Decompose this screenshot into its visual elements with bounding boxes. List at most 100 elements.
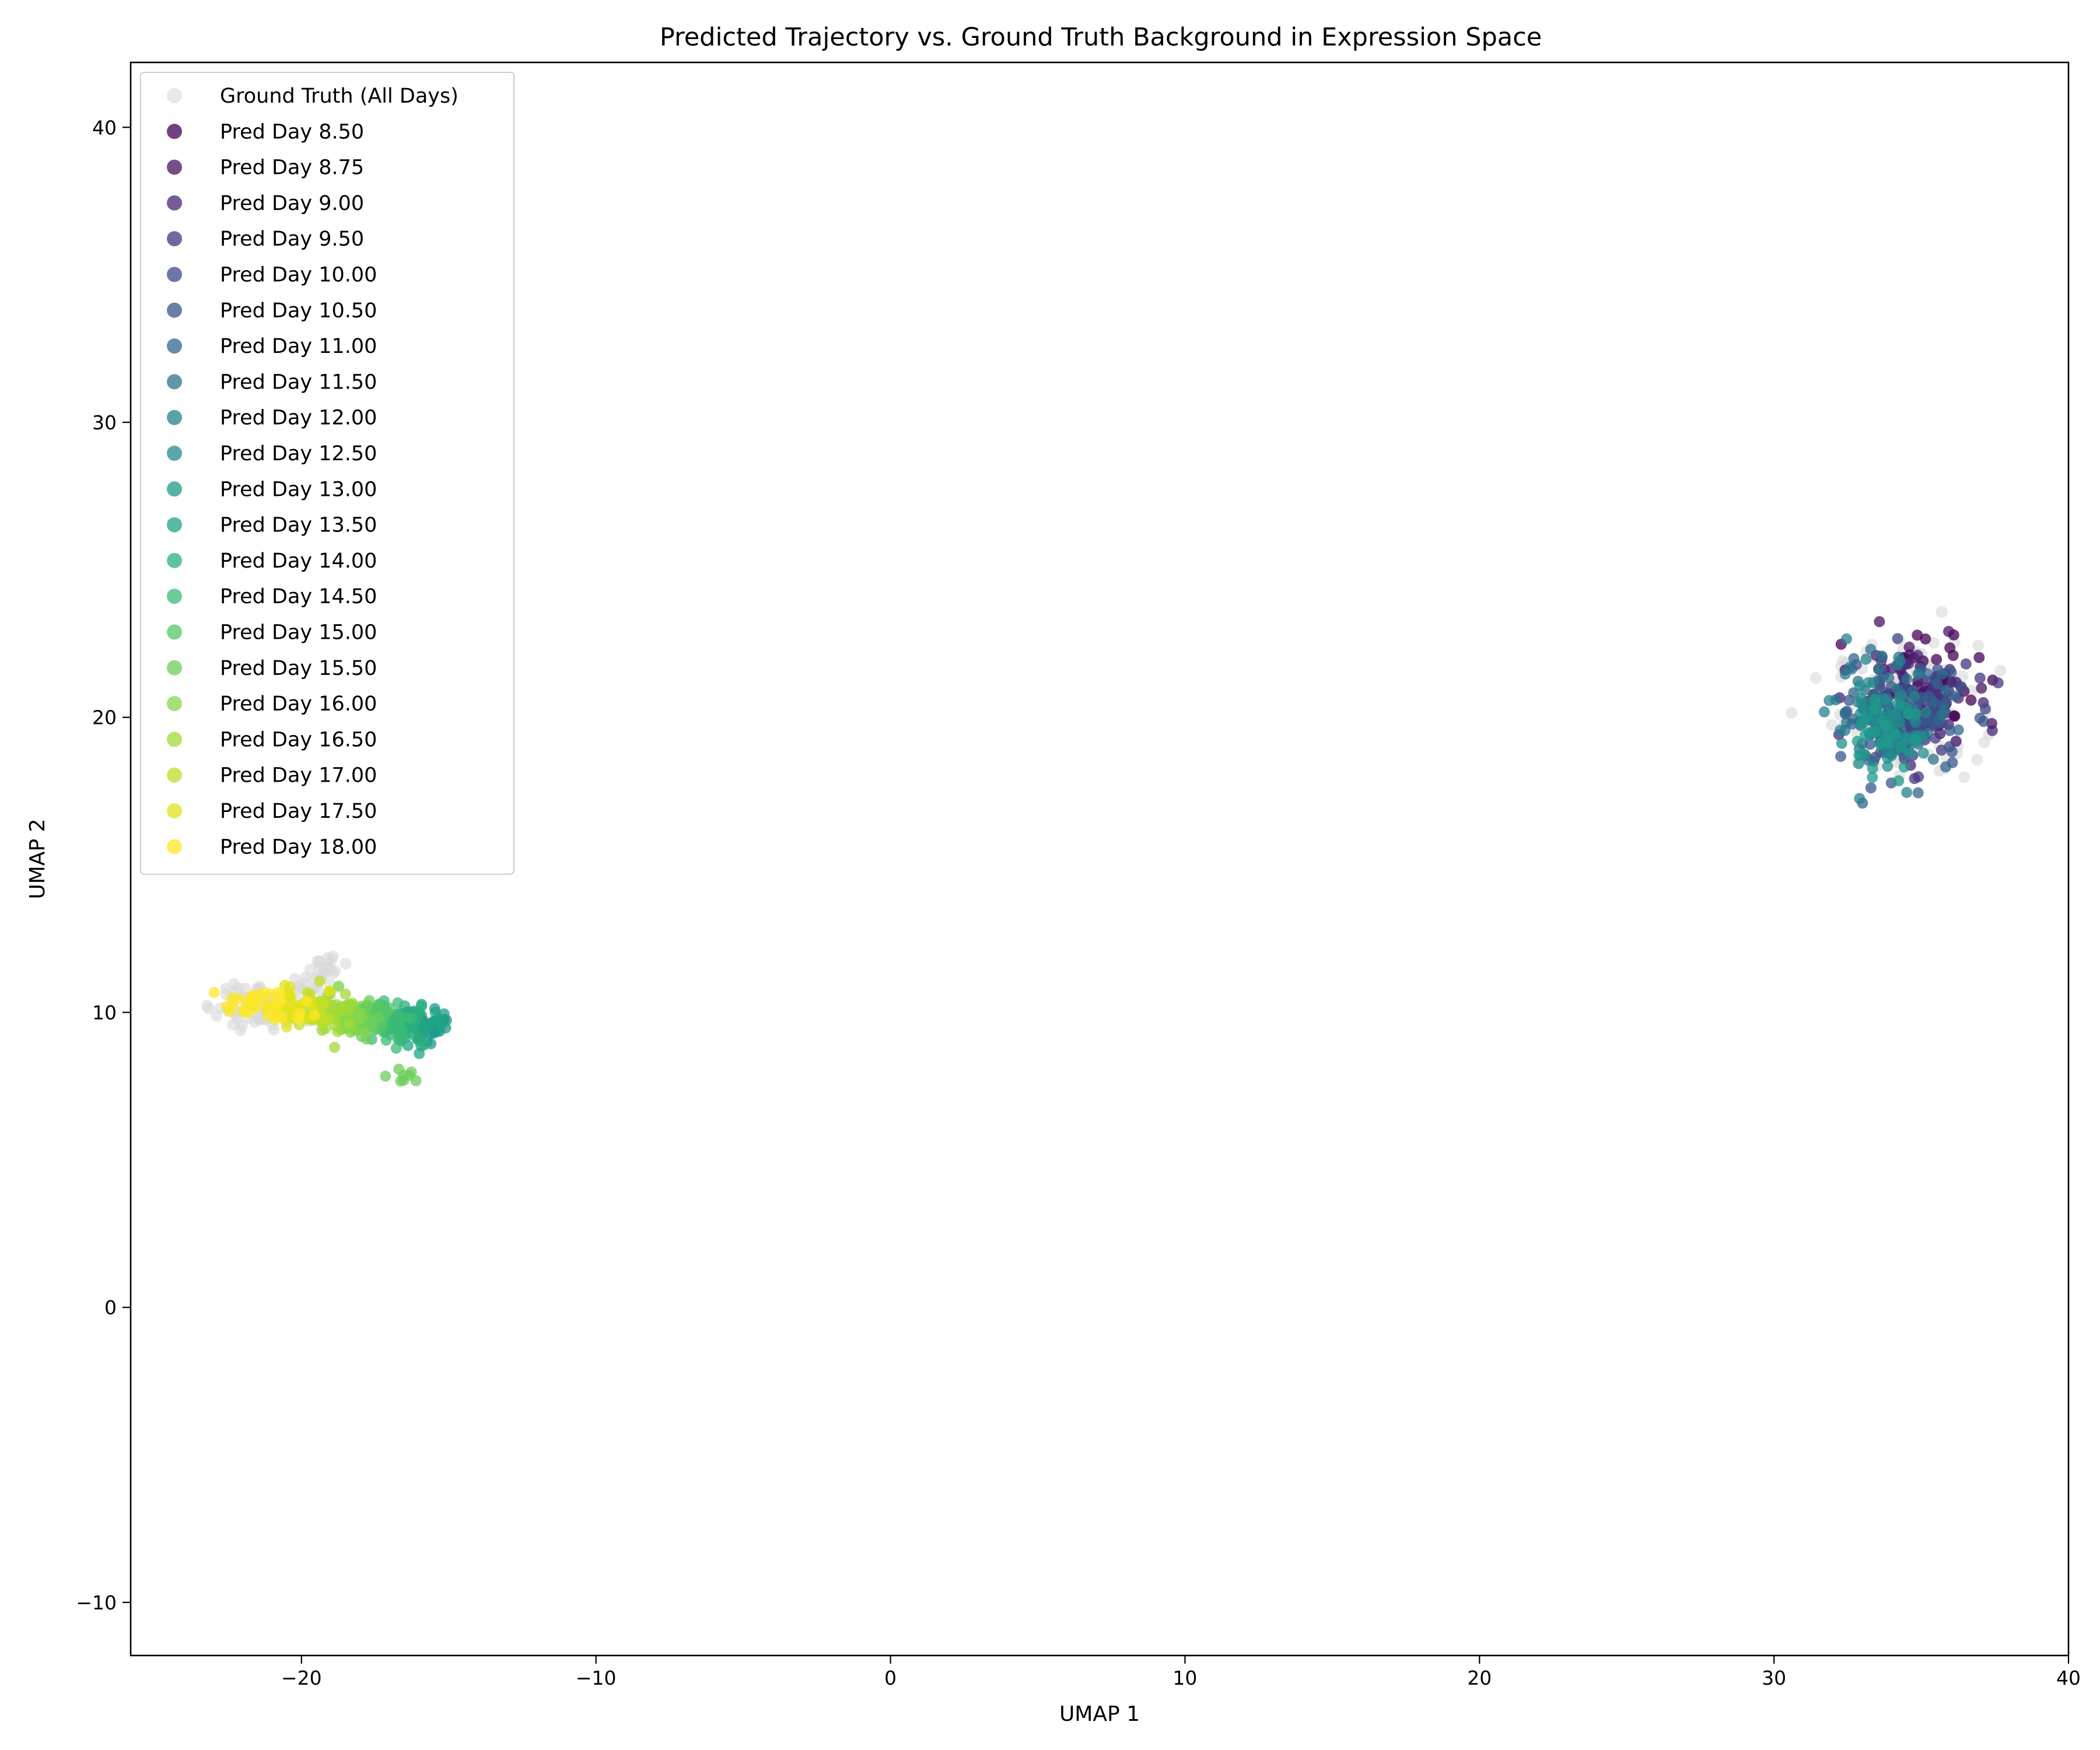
legend-label: Ground Truth (All Days)	[220, 85, 459, 108]
pred-point	[340, 988, 351, 1000]
pred-point	[1960, 658, 1972, 670]
legend-marker	[167, 839, 182, 855]
y-axis-label: UMAP 2	[26, 818, 50, 899]
x-axis: −20 −10 0 10 20 30 40	[281, 1656, 2081, 1689]
pred-point	[1869, 694, 1881, 705]
legend-marker	[167, 338, 182, 354]
pred-point	[1965, 694, 1977, 706]
legend-label: Pred Day 14.50	[220, 585, 377, 608]
legend-marker	[167, 660, 182, 676]
pred-point	[1835, 724, 1846, 736]
pred-point	[414, 1048, 425, 1059]
y-tick-label: 40	[92, 116, 117, 139]
pred-point	[1912, 668, 1924, 680]
pred-point	[1841, 633, 1852, 645]
pred-point	[1949, 710, 1961, 722]
pred-point	[1873, 663, 1885, 674]
legend-label: Pred Day 14.00	[220, 550, 377, 573]
pred-point	[1917, 747, 1929, 759]
pred-point	[343, 1018, 355, 1030]
pred-point	[1853, 758, 1864, 769]
pred-point	[1901, 673, 1913, 685]
legend-label: Pred Day 8.50	[220, 120, 364, 144]
x-axis-label: UMAP 1	[1059, 1702, 1140, 1726]
pred-point	[302, 987, 313, 998]
pred-point	[1913, 771, 1924, 783]
ground-truth-point	[202, 1002, 215, 1014]
legend-label: Pred Day 16.00	[220, 692, 377, 716]
legend-marker	[167, 195, 182, 211]
legend-marker	[167, 88, 182, 103]
chart-title: Predicted Trajectory vs. Ground Truth Ba…	[660, 23, 1542, 52]
pred-point	[1855, 693, 1867, 705]
legend-label: Pred Day 15.00	[220, 621, 377, 645]
legend-marker	[167, 231, 182, 247]
pred-point	[373, 998, 385, 1010]
pred-point	[1868, 704, 1880, 716]
pred-point	[226, 992, 238, 1004]
pred-point	[284, 981, 296, 993]
legend-label: Pred Day 17.50	[220, 800, 377, 823]
pred-point	[1835, 751, 1846, 762]
pred-point	[1912, 787, 1924, 799]
pred-point	[208, 987, 220, 998]
x-tick-label: 10	[1172, 1667, 1197, 1689]
pred-point	[1893, 775, 1905, 786]
x-tick-label: 0	[884, 1667, 897, 1689]
pred-point	[380, 1070, 391, 1082]
pred-point	[416, 1000, 428, 1012]
pred-point	[429, 1006, 441, 1018]
pred-point	[388, 1021, 400, 1033]
legend-marker	[167, 517, 182, 533]
pred-point	[1918, 716, 1930, 727]
ground-truth-point	[1972, 639, 1985, 652]
pred-point	[1947, 650, 1959, 662]
pred-point	[1876, 650, 1888, 662]
pred-point	[267, 1003, 279, 1014]
pred-point	[1855, 718, 1867, 730]
x-tick-label: −20	[281, 1667, 322, 1689]
pred-point	[1854, 793, 1866, 804]
pred-point	[1841, 716, 1853, 728]
legend-label: Pred Day 10.50	[220, 299, 377, 323]
pred-point	[1910, 717, 1922, 728]
pred-point	[1874, 616, 1885, 628]
ground-truth-point	[327, 950, 339, 963]
legend-marker	[167, 803, 182, 818]
pred-point	[323, 985, 335, 997]
pred-point	[314, 975, 326, 987]
pred-point	[1946, 676, 1957, 688]
pred-point	[1945, 667, 1957, 678]
pred-point	[1920, 706, 1932, 718]
pred-point	[1980, 703, 1991, 715]
legend-label: Pred Day 11.50	[220, 370, 377, 394]
x-tick-label: 20	[1467, 1667, 1492, 1689]
pred-point	[1880, 720, 1891, 732]
pred-point	[1895, 741, 1907, 753]
pred-point	[1973, 652, 1985, 663]
pred-point	[309, 1010, 320, 1021]
pred-point	[342, 1005, 354, 1017]
ground-truth-point	[227, 1019, 239, 1031]
pred-point	[1892, 659, 1903, 671]
pred-point	[390, 1042, 402, 1054]
pred-point	[1986, 724, 1998, 736]
pred-point	[1922, 668, 1933, 680]
pred-point	[1852, 736, 1863, 747]
ground-truth-point	[1786, 707, 1798, 719]
points-layer	[201, 606, 2007, 1087]
pred-point	[1910, 734, 1922, 746]
legend-marker	[167, 481, 182, 497]
legend-marker	[167, 589, 182, 604]
pred-point	[1950, 691, 1961, 702]
pred-point	[382, 1005, 393, 1017]
ground-truth-point	[1971, 754, 1983, 766]
pred-point	[1956, 681, 1968, 693]
pred-point	[1896, 689, 1908, 701]
pred-point	[1882, 761, 1894, 772]
pred-point	[359, 1026, 370, 1038]
pred-point	[1824, 695, 1835, 706]
pred-point	[265, 988, 276, 1000]
y-axis: −10 0 10 20 30 40	[76, 116, 131, 1614]
legend-marker	[167, 267, 182, 282]
